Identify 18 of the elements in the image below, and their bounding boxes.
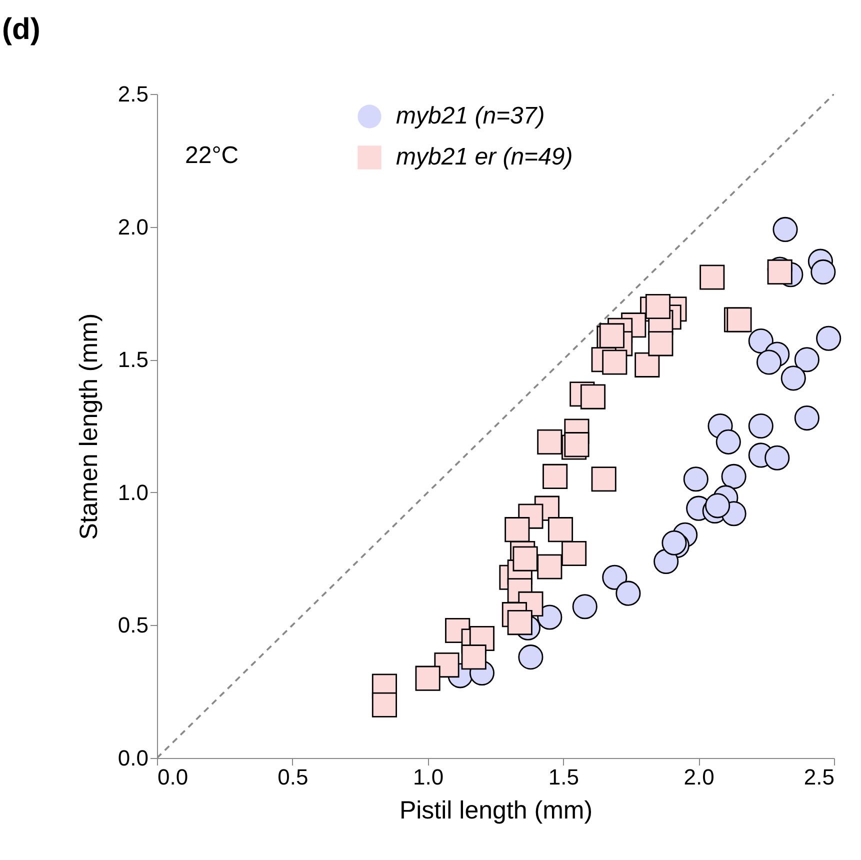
- y-tick-label: 2.0: [118, 214, 148, 240]
- x-axis-title: Pistil length (mm): [399, 796, 593, 824]
- x-tick-label: 0.5: [278, 764, 308, 790]
- y-tick-label: 0.5: [118, 612, 148, 638]
- x-tick-label: 1.0: [413, 764, 444, 790]
- y-tick-label: 1.5: [118, 347, 148, 372]
- x-tick-label: 2.0: [684, 764, 714, 790]
- annotation: 22°C: [185, 142, 239, 169]
- y-axis-title: Stamen length (mm): [74, 313, 103, 540]
- chart-title: (d): [2, 13, 40, 46]
- y-tick-label: 0.0: [118, 746, 148, 770]
- x-tick-label: 2.5: [804, 764, 834, 790]
- y-tick-label: 2.5: [118, 82, 148, 106]
- legend-label: myb21 (n=37): [396, 102, 545, 130]
- legend-label: myb21 er (n=49): [396, 144, 573, 170]
- x-tick-label: 1.5: [548, 764, 579, 790]
- y-tick-label: 1.0: [118, 480, 148, 505]
- x-tick-label: 0.0: [158, 764, 188, 790]
